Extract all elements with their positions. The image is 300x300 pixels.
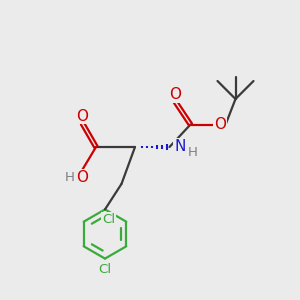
Text: Cl: Cl xyxy=(98,262,112,276)
Text: O: O xyxy=(214,117,226,132)
Text: H: H xyxy=(188,146,198,159)
Text: Cl: Cl xyxy=(102,213,115,226)
Text: H: H xyxy=(65,171,75,184)
Text: O: O xyxy=(76,109,88,124)
Text: O: O xyxy=(76,170,88,185)
Text: N: N xyxy=(174,139,185,154)
Text: O: O xyxy=(169,87,181,102)
